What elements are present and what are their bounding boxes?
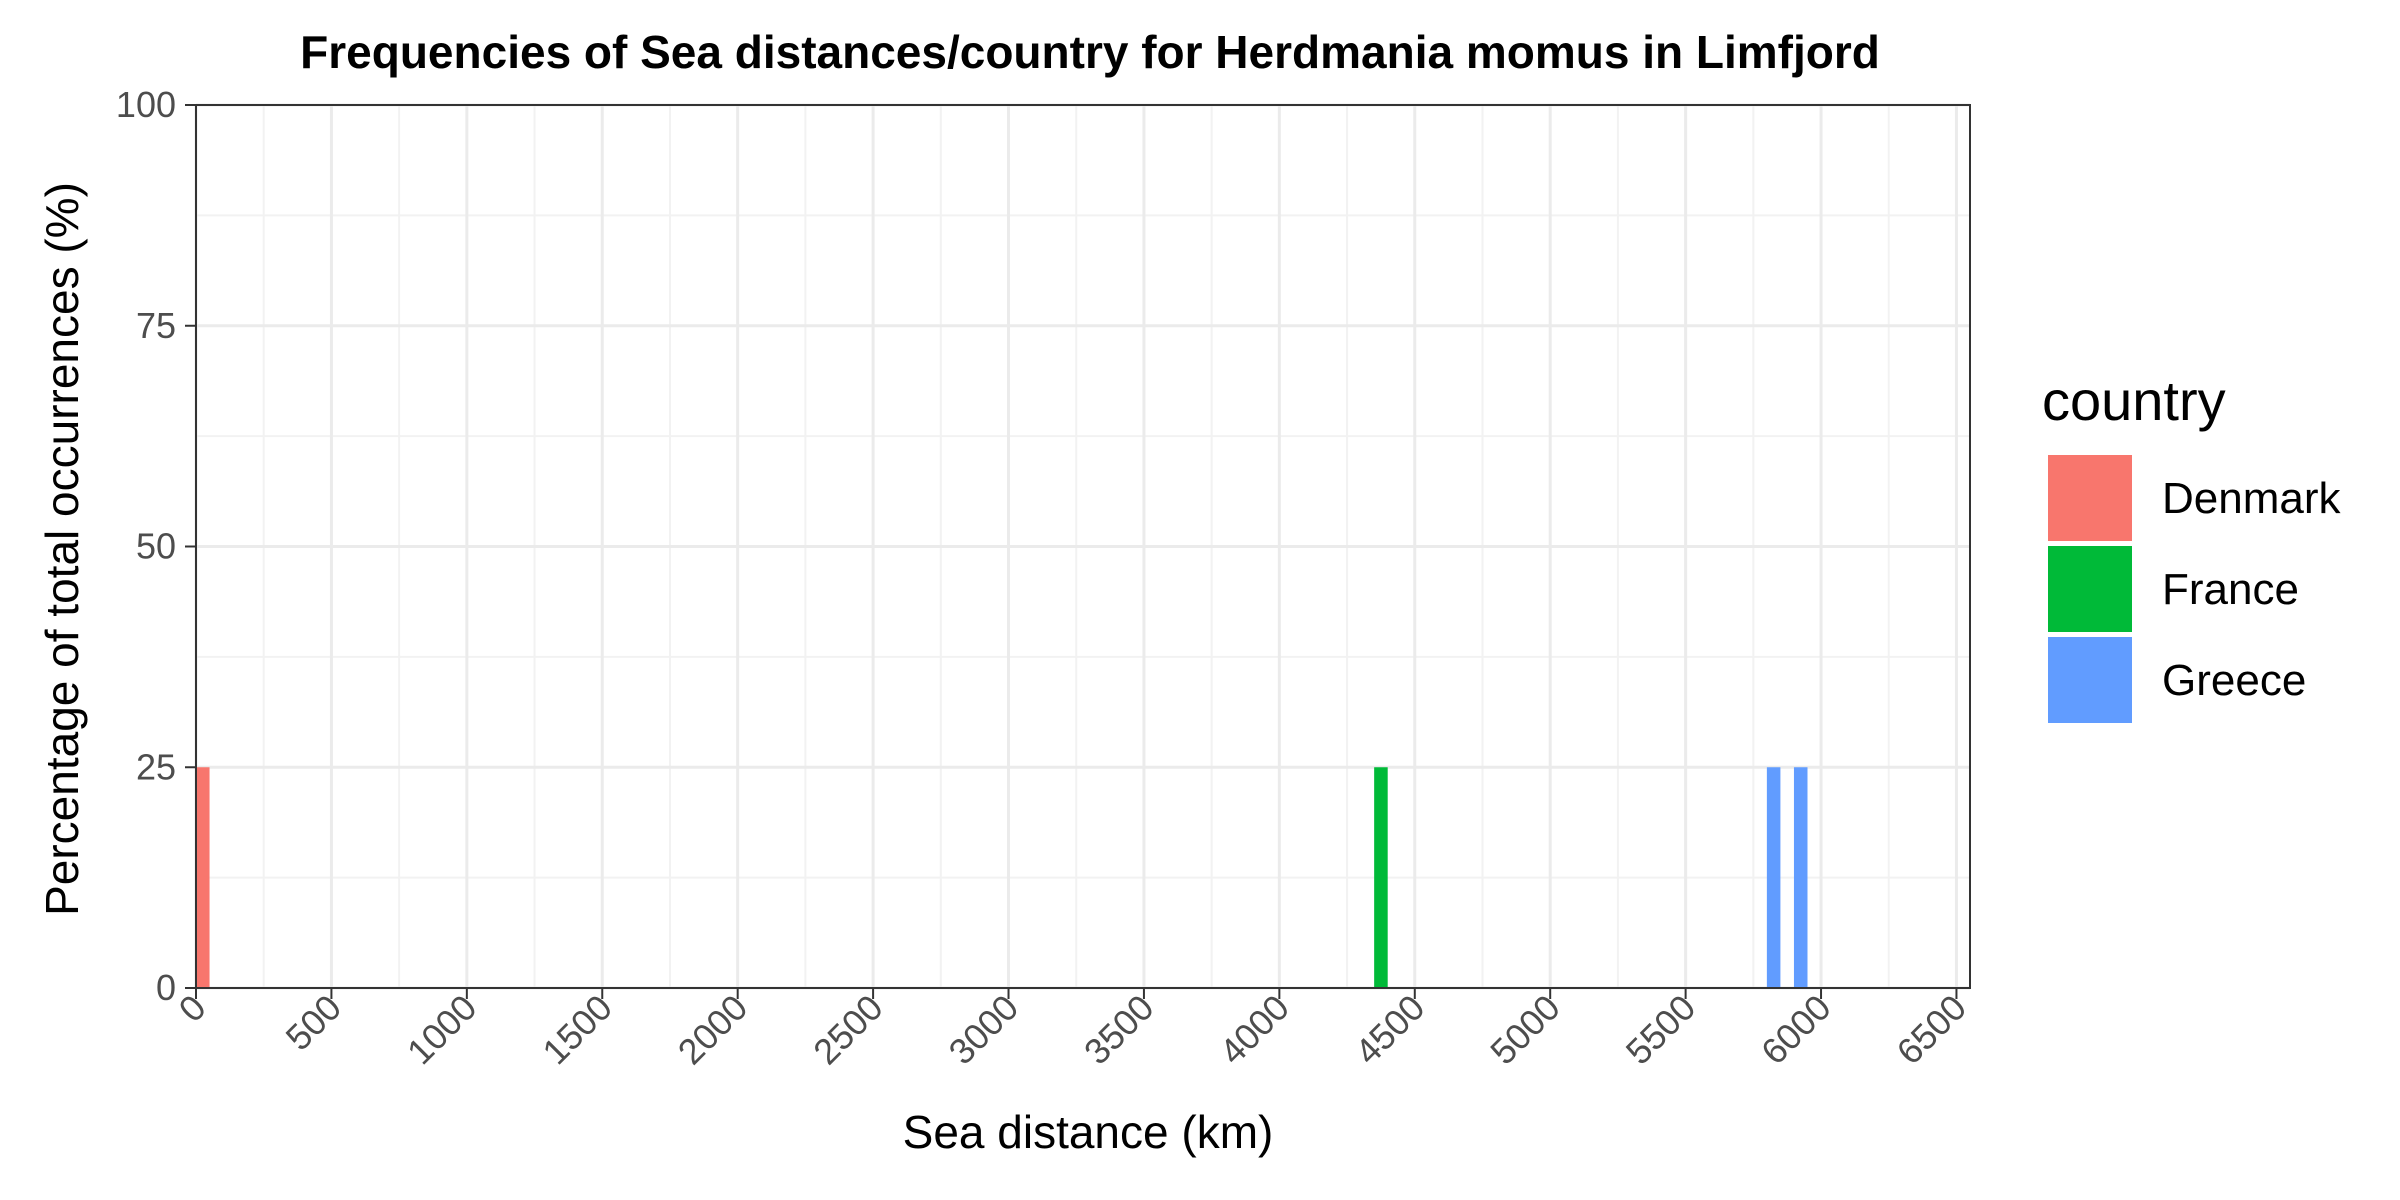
bar-greece (1766, 767, 1781, 988)
legend-key-greece (2048, 637, 2132, 723)
bar-greece (1793, 767, 1808, 988)
legend-label-greece: Greece (2162, 656, 2306, 705)
x-tick-label: 4500 (1347, 987, 1433, 1073)
x-tick-label: 6500 (1888, 987, 1974, 1073)
x-tick-label: 5500 (1618, 987, 1704, 1073)
x-tick-label: 2500 (805, 987, 891, 1073)
chart-title: Frequencies of Sea distances/country for… (300, 26, 1880, 78)
y-tick-label: 50 (136, 526, 176, 567)
y-tick-label: 0 (156, 967, 176, 1008)
x-tick-label: 3500 (1076, 987, 1162, 1073)
x-tick-label: 5000 (1482, 987, 1568, 1073)
x-tick-label: 0 (171, 987, 214, 1030)
x-tick-label: 4000 (1211, 987, 1297, 1073)
bar-france (1374, 767, 1388, 988)
legend-key-denmark (2048, 455, 2132, 541)
y-axis-title: Percentage of total occurrences (%) (36, 182, 88, 916)
x-tick-label: 1000 (399, 987, 485, 1073)
x-tick-label: 1500 (534, 987, 620, 1073)
bar-denmark (196, 767, 210, 988)
legend: country Denmark France Greece (2042, 369, 2341, 723)
y-tick-label: 100 (116, 84, 176, 125)
legend-key-france (2048, 546, 2132, 632)
x-tick-label: 2000 (670, 987, 756, 1073)
y-tick-label: 25 (136, 746, 176, 787)
legend-title: country (2042, 369, 2226, 432)
legend-label-denmark: Denmark (2162, 474, 2341, 523)
x-tick-label: 500 (278, 987, 349, 1058)
legend-label-france: France (2162, 565, 2299, 614)
x-axis-title: Sea distance (km) (903, 1106, 1274, 1158)
y-tick-label: 75 (136, 305, 176, 346)
x-tick-label: 6000 (1753, 987, 1839, 1073)
x-tick-label: 3000 (941, 987, 1027, 1073)
